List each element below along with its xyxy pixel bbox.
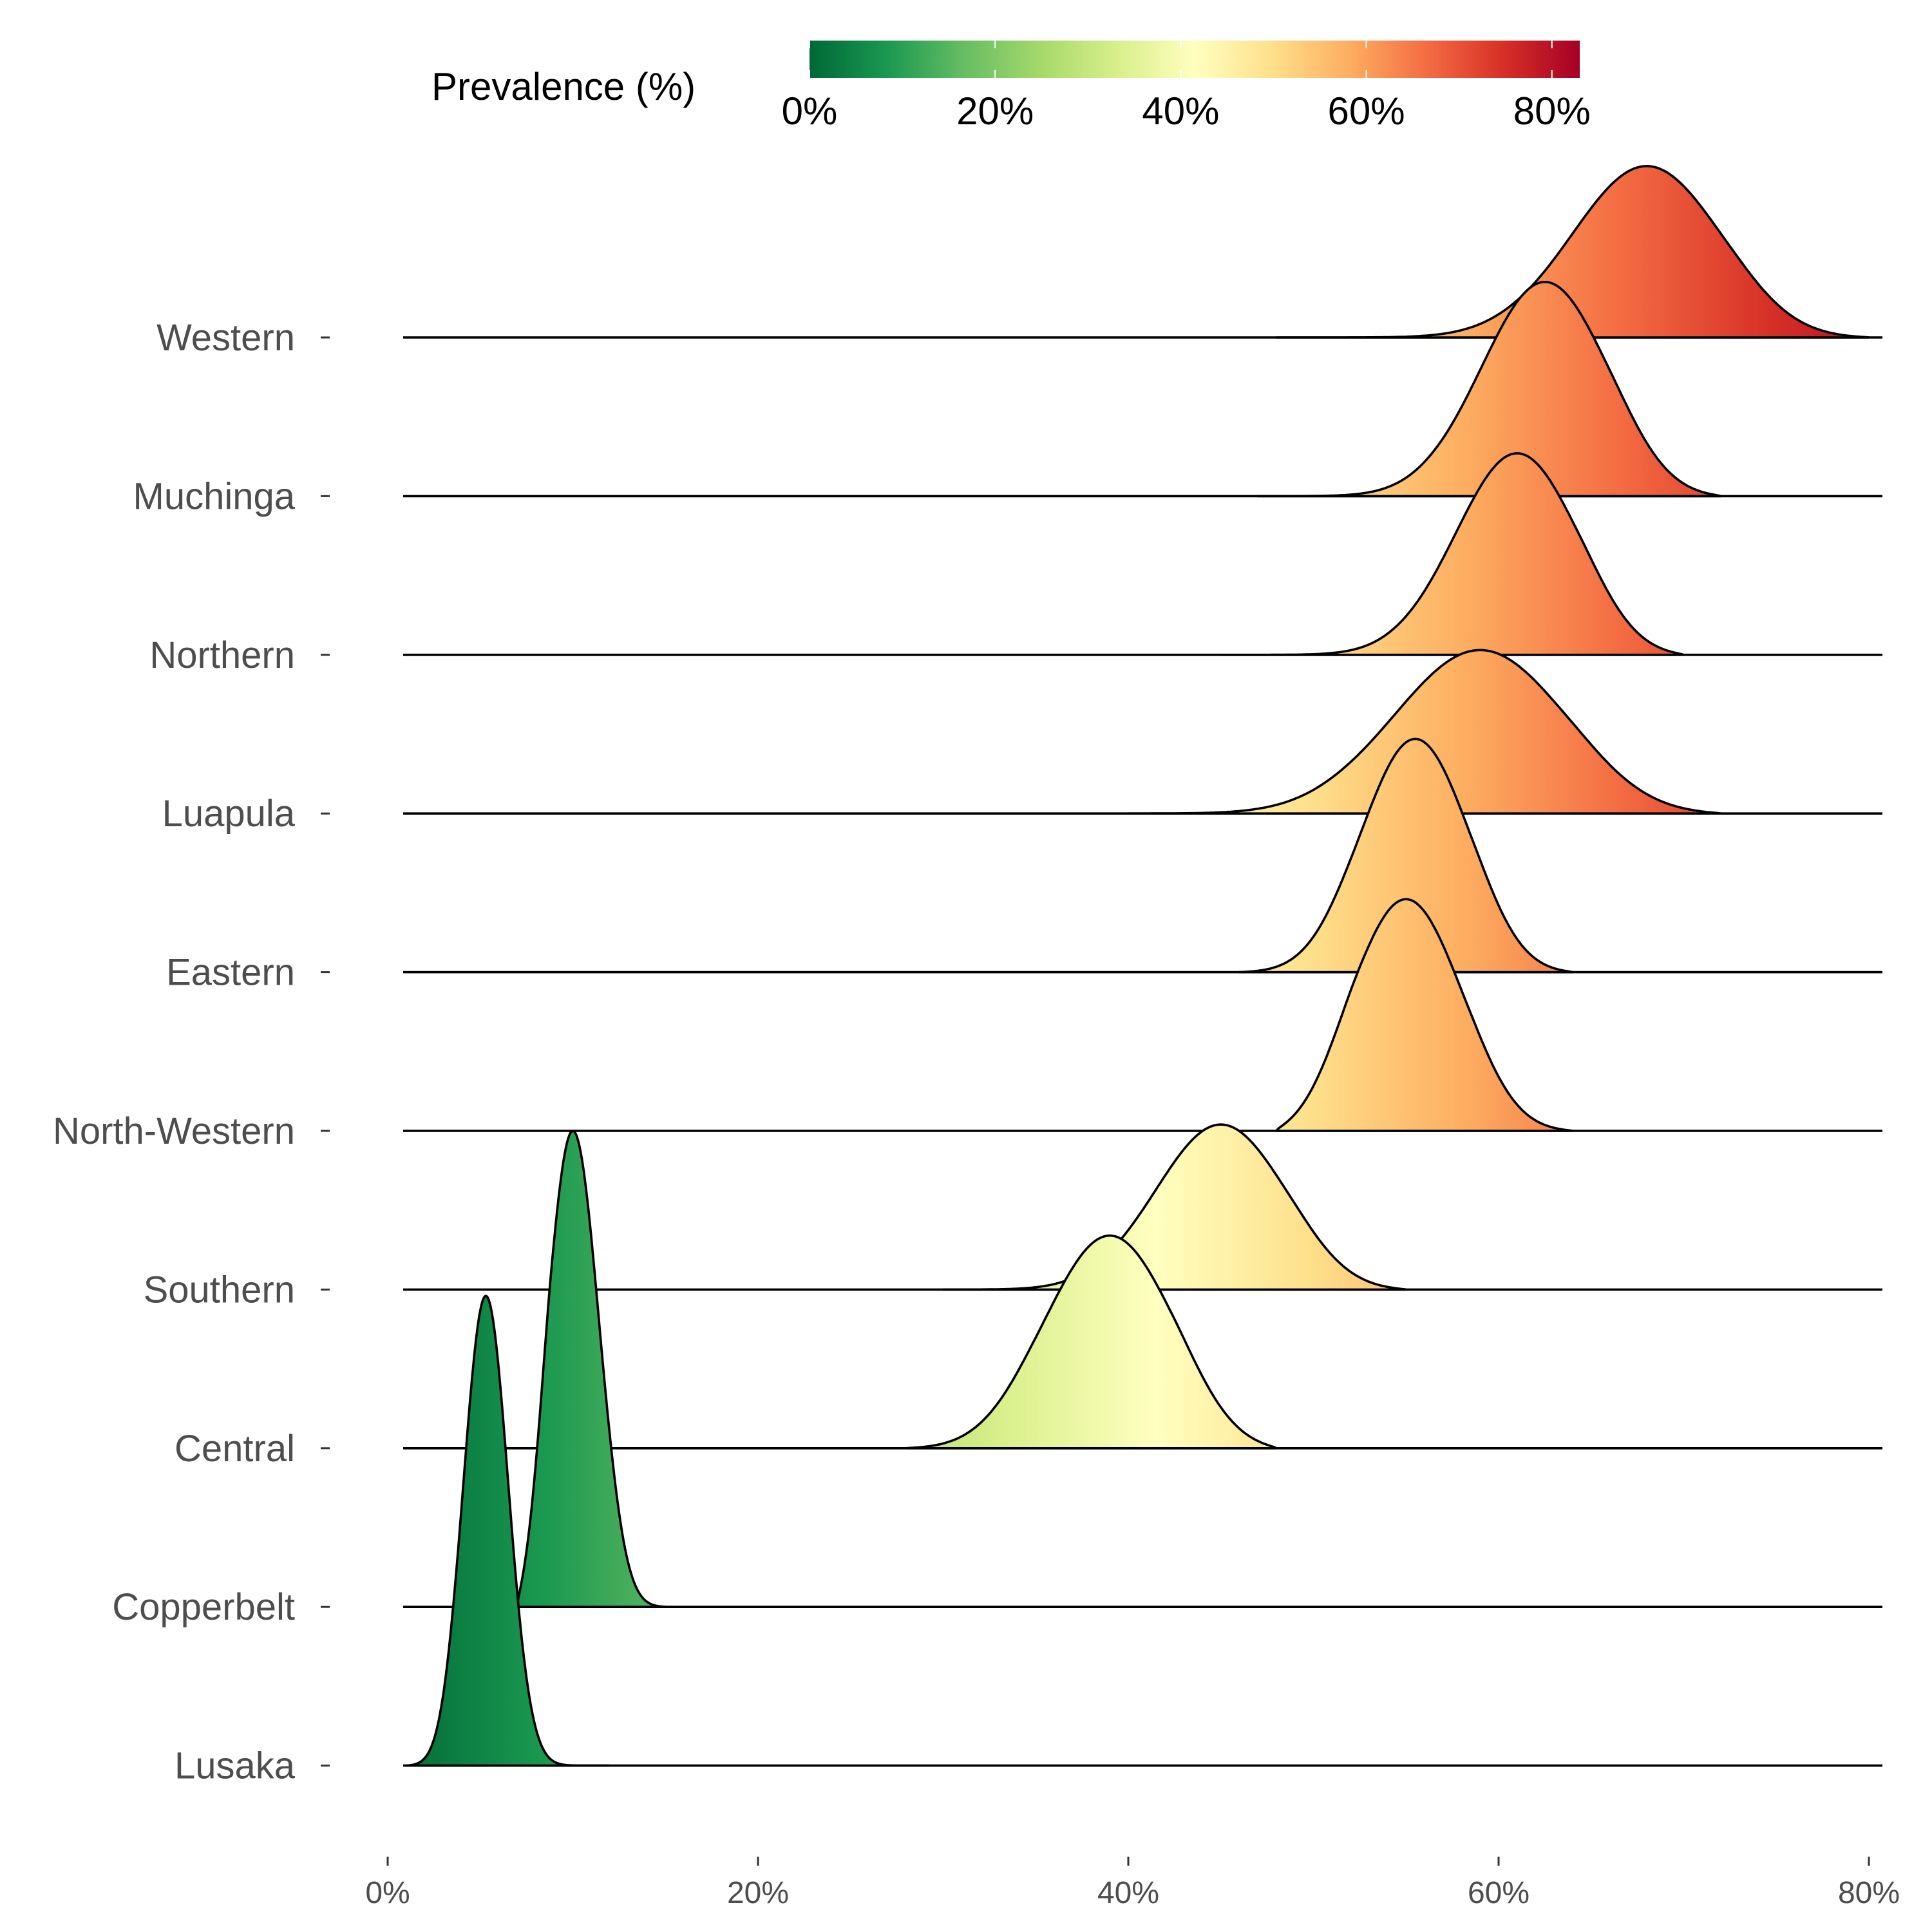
legend-colorbar xyxy=(810,41,1580,78)
ridge-lusaka xyxy=(403,1294,1882,1767)
ridge-density xyxy=(405,1294,611,1767)
ridge-muchinga xyxy=(403,281,1882,498)
ridge-north-western xyxy=(403,898,1882,1132)
ridge-density xyxy=(1238,737,1574,974)
y-axis-labels: Western Muchinga Northern Luapula Eastern Nor… xyxy=(53,317,330,1787)
ridge-density xyxy=(905,1234,1278,1450)
x-axis: 0% 20% 40% 60% 80% xyxy=(365,1857,1900,1910)
y-label-southern: Southern xyxy=(144,1269,295,1311)
ridge-eastern xyxy=(403,737,1882,974)
legend-title: Prevalence (%) xyxy=(431,65,696,108)
ridge-density xyxy=(942,1123,1408,1291)
y-label-eastern: Eastern xyxy=(166,952,295,994)
y-label-western: Western xyxy=(156,317,295,359)
legend-tick-label: 0% xyxy=(782,90,838,133)
y-label-northern: Northern xyxy=(149,634,295,676)
ridges xyxy=(403,165,1882,1767)
y-label-north-western: North-Western xyxy=(53,1110,295,1152)
ridge-density xyxy=(516,1130,667,1608)
legend-tick-label: 40% xyxy=(1142,90,1219,133)
y-label-luapula: Luapula xyxy=(162,793,296,835)
y-label-copperbelt: Copperbelt xyxy=(112,1586,295,1628)
y-label-central: Central xyxy=(175,1428,295,1470)
y-label-muchinga: Muchinga xyxy=(133,475,296,517)
x-tick-label: 60% xyxy=(1468,1876,1530,1910)
ridge-density xyxy=(1127,649,1722,815)
ridge-central xyxy=(403,1234,1882,1450)
legend-tick-label: 60% xyxy=(1328,90,1405,133)
ridge-density xyxy=(1256,281,1722,498)
legend: Prevalence (%) 0% 20% 40% 60% 80% xyxy=(431,41,1591,133)
ridge-northern xyxy=(403,452,1882,656)
ridge-density xyxy=(1275,898,1574,1132)
x-tick-label: 20% xyxy=(727,1876,789,1910)
ridge-western xyxy=(403,165,1882,339)
ridge-copperbelt xyxy=(403,1130,1882,1608)
ridge-density xyxy=(1275,165,1870,339)
legend-tick-label: 80% xyxy=(1513,90,1591,133)
x-tick-label: 0% xyxy=(365,1876,410,1910)
legend-tick-label: 20% xyxy=(956,90,1034,133)
ridge-density xyxy=(1220,452,1685,656)
ridge-luapula xyxy=(403,649,1882,815)
x-tick-label: 80% xyxy=(1838,1876,1900,1910)
y-label-lusaka: Lusaka xyxy=(175,1745,296,1787)
x-tick-label: 40% xyxy=(1097,1876,1159,1910)
